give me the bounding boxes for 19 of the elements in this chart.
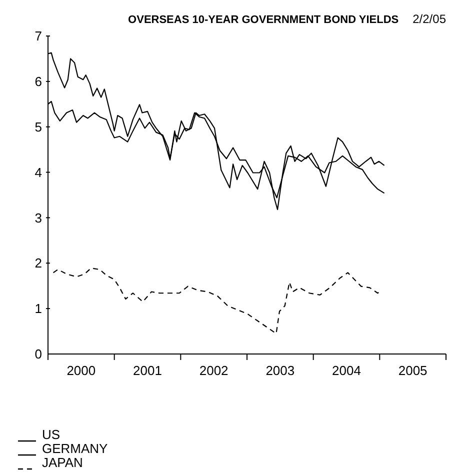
x-tick-label: 2005 bbox=[398, 363, 428, 378]
x-tick-label: 2003 bbox=[266, 363, 295, 378]
y-tick-label: 3 bbox=[34, 210, 42, 226]
legend-label: US bbox=[42, 427, 60, 442]
x-tick-label: 2000 bbox=[66, 363, 96, 378]
chart-subtitle: 2/2/05 bbox=[412, 12, 446, 26]
y-tick-label: 5 bbox=[34, 119, 42, 134]
y-tick-label: 7 bbox=[34, 28, 42, 44]
x-tick-label: 2002 bbox=[199, 363, 228, 378]
y-tick-label: 6 bbox=[34, 74, 42, 89]
legend-label: JAPAN bbox=[42, 455, 83, 470]
legend-label: GERMANY bbox=[42, 441, 108, 456]
y-tick-label: 0 bbox=[34, 346, 42, 362]
chart-title: OVERSEAS 10-YEAR GOVERNMENT BOND YIELDS bbox=[128, 14, 399, 26]
y-tick-label: 4 bbox=[34, 164, 42, 180]
y-tick-label: 1 bbox=[34, 301, 42, 316]
x-tick-label: 2001 bbox=[133, 363, 162, 378]
x-tick-label: 2004 bbox=[332, 363, 361, 378]
y-tick-label: 2 bbox=[34, 256, 42, 271]
